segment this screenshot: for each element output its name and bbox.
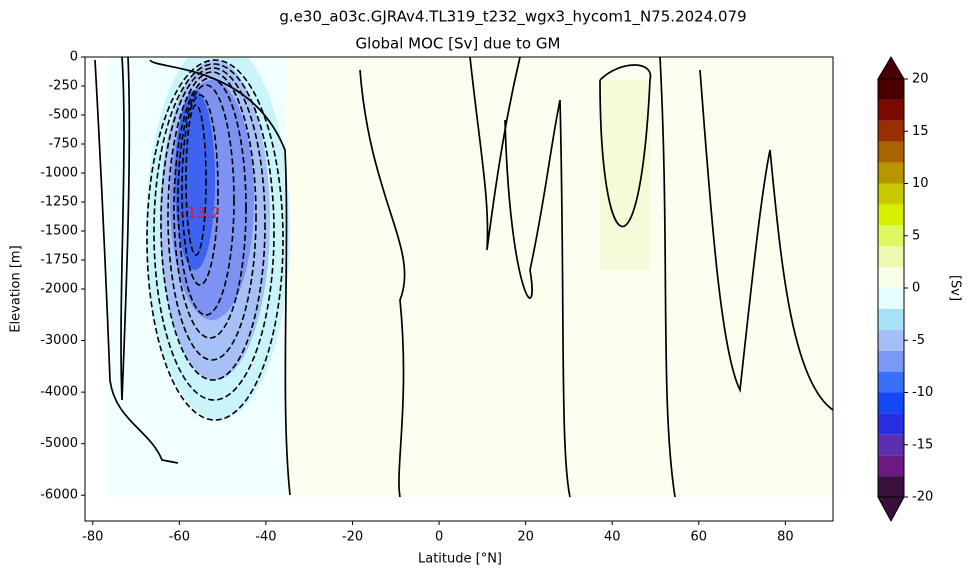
colorbar-tick-label: 5 — [912, 228, 920, 243]
x-tick-label: 40 — [604, 530, 621, 545]
annotation: -13.2 — [182, 204, 221, 222]
x-tick-label: -80 — [82, 530, 103, 545]
field-fill — [175, 90, 215, 270]
colorbar-band — [878, 288, 904, 309]
colorbar-band — [878, 392, 904, 414]
y-tick-label: -6000 — [40, 488, 78, 503]
colorbar-tick-label: -5 — [912, 333, 925, 348]
colorbar-band — [878, 204, 904, 226]
colorbar-band — [878, 329, 904, 351]
x-tick-label: 20 — [517, 530, 534, 545]
solid-contours — [94, 57, 833, 498]
x-tick-label: 60 — [691, 530, 708, 545]
y-tick-label: -750 — [48, 137, 78, 152]
y-tick-label: -500 — [48, 108, 78, 123]
x-tick-label: 80 — [777, 530, 794, 545]
colorbar-label: [Sv] — [948, 275, 963, 301]
colorbar-extend-top — [877, 56, 905, 80]
y-axis-label: Elevation [m] — [9, 245, 24, 332]
colorbar-band — [878, 99, 904, 121]
colorbar-band — [878, 476, 904, 497]
chart-subtitle: Global MOC [Sv] due to GM — [356, 35, 561, 53]
x-tick-label: -40 — [255, 530, 276, 545]
colorbar-band — [878, 225, 904, 247]
x-axis-label: Latitude [°N] — [418, 552, 502, 567]
chart-title: g.e30_a03c.GJRAv4.TL319_t232_wgx3_hycom1… — [279, 8, 746, 27]
colorbar-tick-label: 15 — [912, 124, 929, 139]
colorbar-band — [878, 350, 904, 372]
colorbar-band — [878, 79, 904, 100]
contour-field — [94, 57, 833, 498]
colorbar-tick-label: 0 — [912, 281, 920, 296]
colorbar-band — [878, 413, 904, 435]
y-tick-label: -1750 — [40, 253, 78, 268]
y-tick-label: -1250 — [40, 195, 78, 210]
colorbar-band — [878, 267, 904, 288]
colorbar-band — [878, 308, 904, 330]
y-tick-label: -2000 — [40, 282, 78, 297]
colorbar-tick-label: 10 — [912, 176, 929, 191]
colorbar-band — [878, 434, 904, 456]
x-tick-label: 0 — [435, 530, 443, 545]
y-tick-label: -3000 — [40, 333, 78, 348]
colorbar-tick-label: 20 — [912, 72, 929, 87]
colorbar-band — [878, 162, 904, 184]
colorbar-tick-label: -10 — [912, 385, 933, 400]
y-tick-label: -250 — [48, 79, 78, 94]
colorbar-tick-label: -15 — [912, 437, 933, 452]
x-tick-label: -60 — [169, 530, 190, 545]
colorbar-tick-label: -20 — [912, 490, 933, 505]
colorbar-extend-bottom — [877, 496, 905, 523]
x-tick-label: -20 — [342, 530, 363, 545]
field-fill — [600, 80, 650, 270]
colorbar-band — [878, 246, 904, 268]
colorbar-band — [878, 371, 904, 393]
colorbar-band — [878, 183, 904, 205]
y-tick-label: -1000 — [40, 166, 78, 181]
colorbar-band — [878, 455, 904, 477]
colorbar-band — [878, 120, 904, 142]
field-fill — [285, 57, 833, 497]
y-tick-label: -1500 — [40, 224, 78, 239]
colorbar-band — [878, 141, 904, 163]
y-tick-label: -4000 — [40, 385, 78, 400]
y-tick-label: 0 — [70, 50, 78, 65]
y-tick-label: -5000 — [40, 436, 78, 451]
dashed-contours — [146, 59, 284, 421]
